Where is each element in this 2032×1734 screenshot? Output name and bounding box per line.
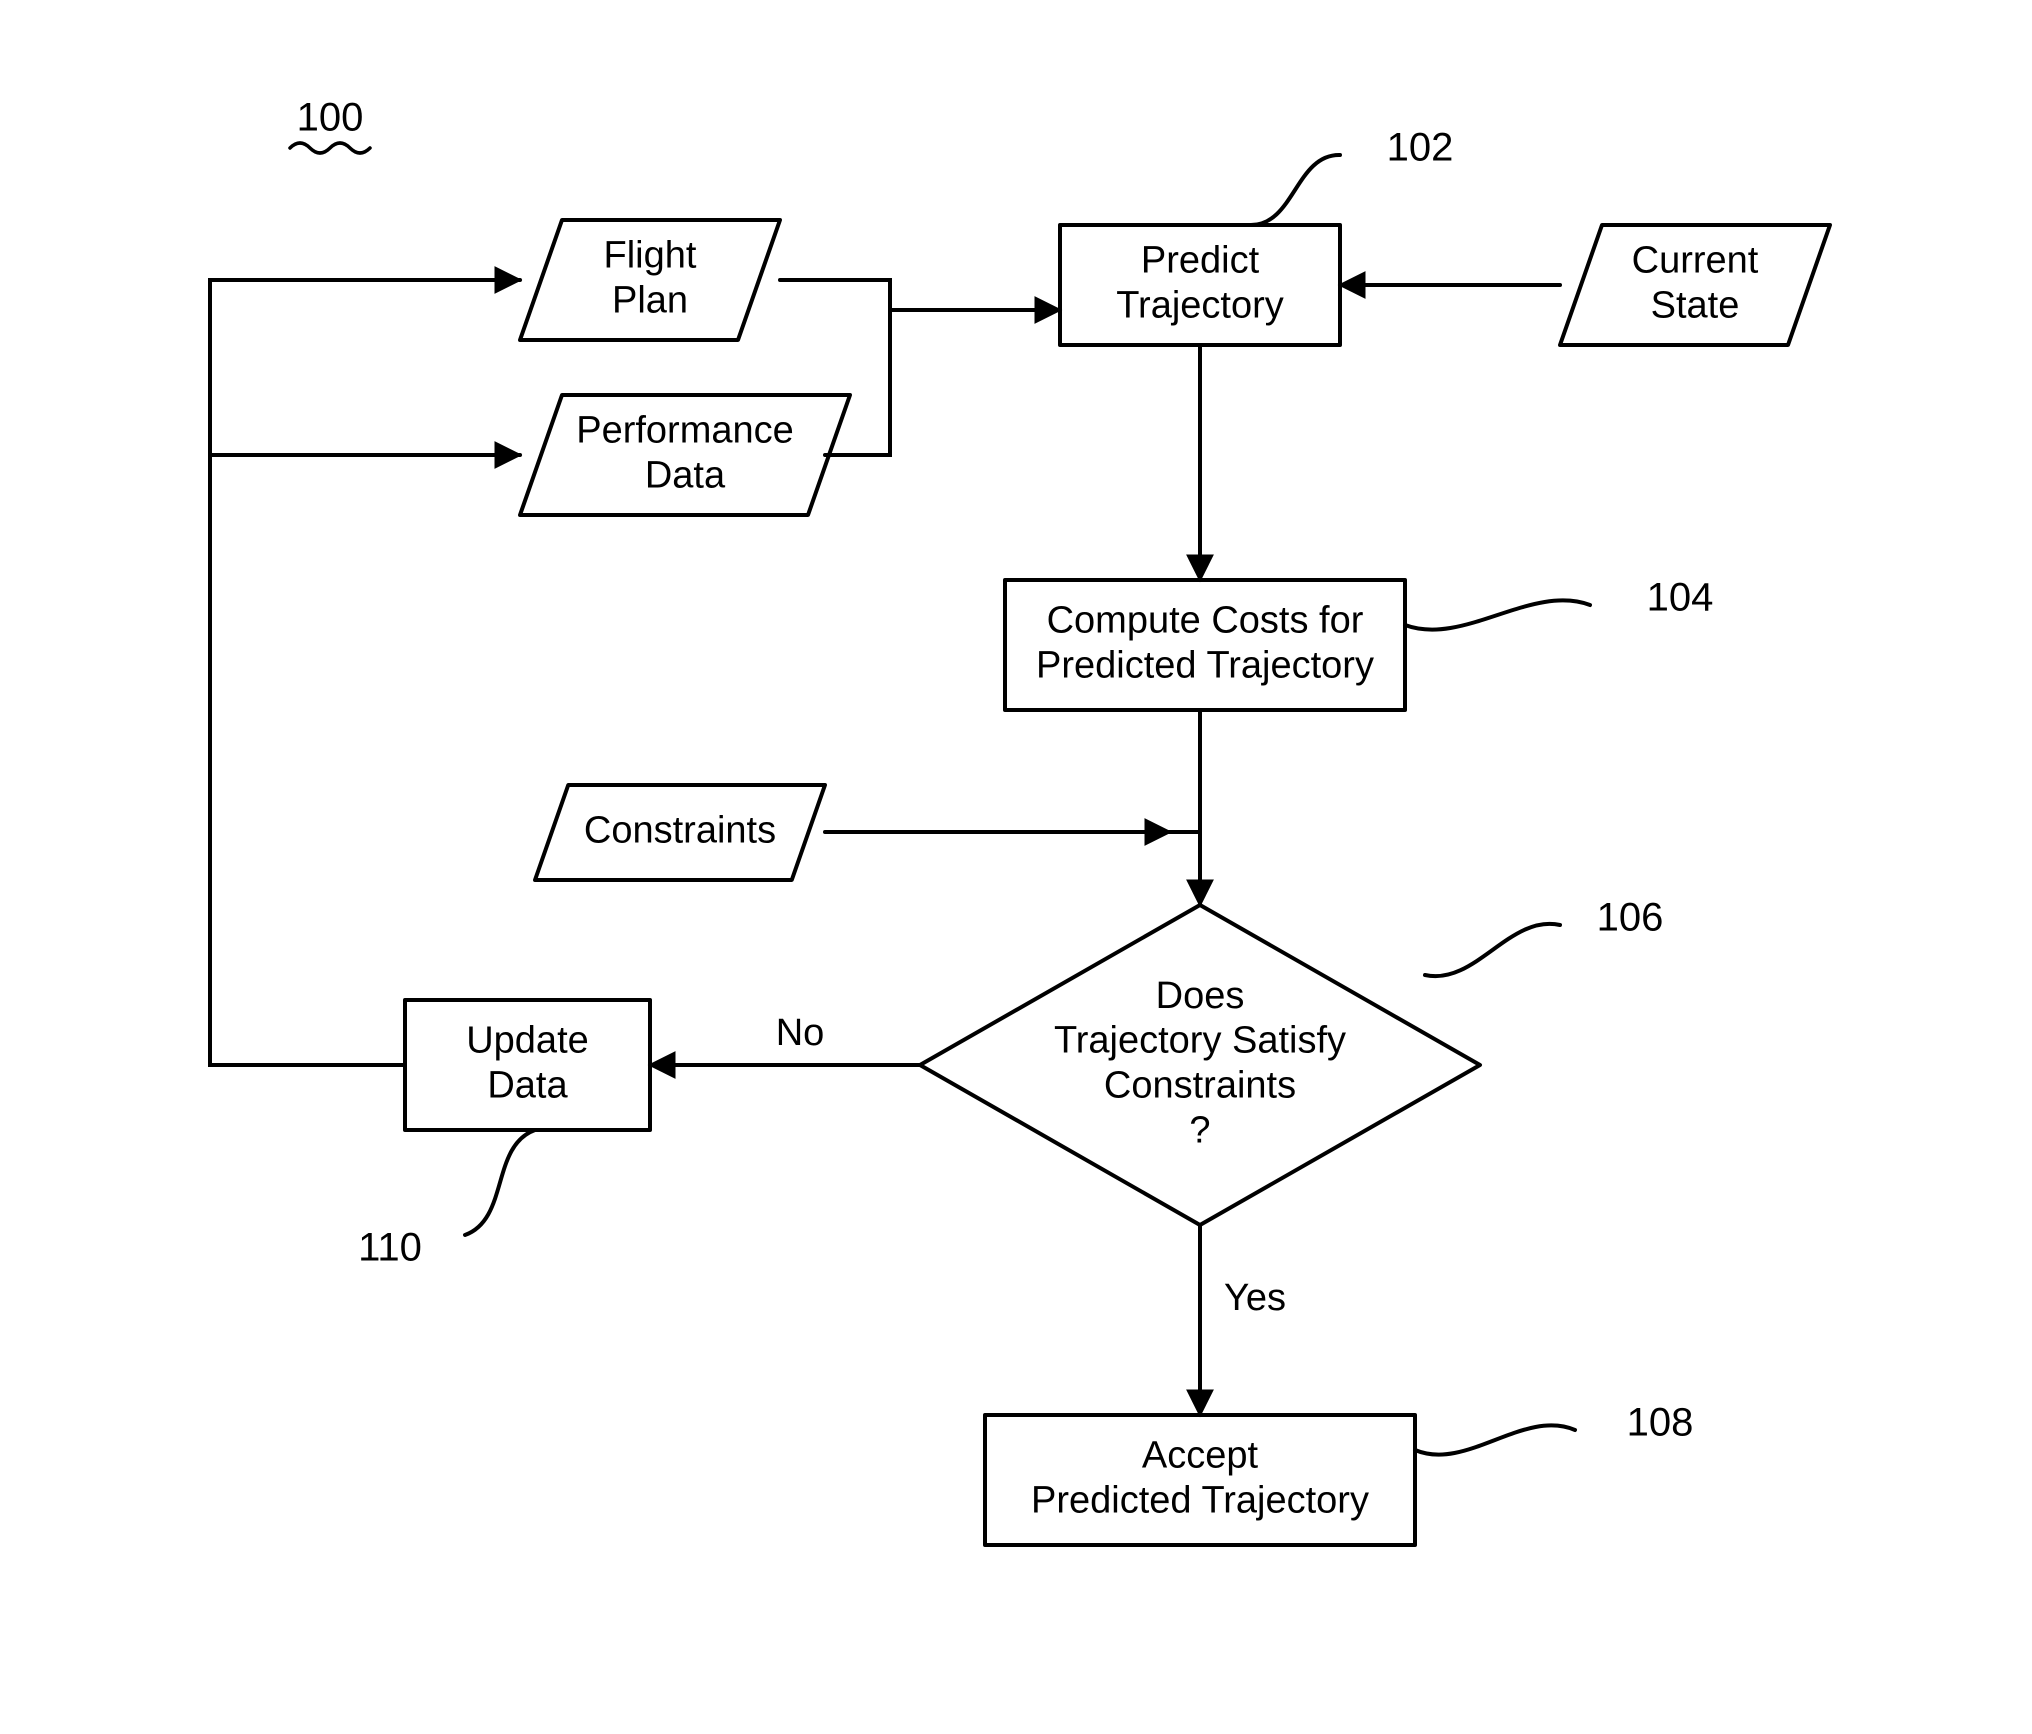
leader-0 <box>1250 155 1340 225</box>
svg-text:Constraints: Constraints <box>584 810 776 852</box>
edge-upd_fp <box>210 280 520 1065</box>
leader-3 <box>1415 1425 1575 1454</box>
svg-text:Predicted Trajectory: Predicted Trajectory <box>1036 644 1374 686</box>
svg-text:Current: Current <box>1632 240 1759 282</box>
svg-text:Performance: Performance <box>576 410 794 452</box>
edge-fp_join <box>780 280 890 455</box>
svg-text:Trajectory Satisfy: Trajectory Satisfy <box>1054 1020 1346 1062</box>
ref-figure: 100 <box>297 96 364 140</box>
leader-4 <box>465 1130 535 1235</box>
svg-text:Data: Data <box>487 1064 568 1106</box>
svg-text:Data: Data <box>645 454 726 496</box>
ref-n110: 110 <box>358 1226 422 1270</box>
svg-text:Predicted Trajectory: Predicted Trajectory <box>1031 1479 1369 1521</box>
ref-n102: 102 <box>1387 126 1454 170</box>
svg-text:Does: Does <box>1156 975 1245 1017</box>
svg-text:Trajectory: Trajectory <box>1116 284 1284 326</box>
ref-n108: 108 <box>1627 1401 1694 1445</box>
edge-label-dec_update: No <box>776 1012 825 1054</box>
leader-2 <box>1425 924 1560 976</box>
svg-text:Constraints: Constraints <box>1104 1064 1296 1106</box>
ref-n106: 106 <box>1597 896 1664 940</box>
svg-text:?: ? <box>1189 1109 1210 1151</box>
ref-n104: 104 <box>1647 576 1714 620</box>
svg-text:Flight: Flight <box>604 235 697 277</box>
svg-text:State: State <box>1651 284 1740 326</box>
svg-text:Accept: Accept <box>1142 1435 1259 1477</box>
svg-text:Compute Costs for: Compute Costs for <box>1047 600 1364 642</box>
svg-text:Predict: Predict <box>1141 240 1260 282</box>
ref-underline-figure <box>290 143 370 153</box>
svg-text:Update: Update <box>466 1020 589 1062</box>
edge-label-dec_accept: Yes <box>1224 1277 1286 1319</box>
svg-text:Plan: Plan <box>612 279 688 321</box>
leader-1 <box>1405 600 1590 629</box>
